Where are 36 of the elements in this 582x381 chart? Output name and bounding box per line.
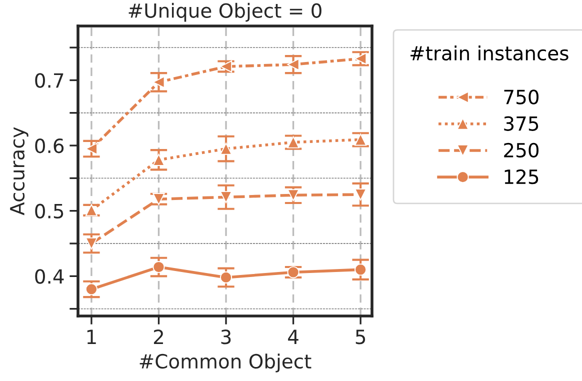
point xyxy=(152,193,165,206)
legend-label: 750 xyxy=(504,90,538,104)
y-tick-label: 0.5 xyxy=(35,204,64,219)
legend-title: #train instances xyxy=(410,45,568,61)
point xyxy=(287,136,300,148)
x-tick-label: 5 xyxy=(356,330,366,344)
point xyxy=(287,58,300,71)
point xyxy=(354,188,367,201)
point xyxy=(85,204,98,216)
point xyxy=(354,52,367,65)
legend-label: 250 xyxy=(504,142,538,158)
y-tick-label: 0.7 xyxy=(35,73,64,88)
point xyxy=(287,189,300,202)
point xyxy=(354,264,367,276)
point xyxy=(85,283,98,296)
point xyxy=(354,134,367,146)
y-axis-title: Accuracy xyxy=(10,127,28,216)
point xyxy=(220,142,232,155)
x-axis-title: #Common Object xyxy=(140,354,312,372)
y-tick-label: 0.4 xyxy=(35,269,64,284)
point xyxy=(220,60,232,73)
x-tick-label: 4 xyxy=(288,330,298,344)
point xyxy=(85,237,98,250)
chart-title: #Unique Object = 0 xyxy=(128,2,322,22)
x-tick-label: 2 xyxy=(154,330,163,344)
x-tick-label: 1 xyxy=(87,330,96,344)
legend-label: 125 xyxy=(504,169,538,184)
point xyxy=(152,76,165,88)
point xyxy=(287,266,300,278)
x-tick-label: 3 xyxy=(221,330,231,344)
legend-label: 375 xyxy=(504,116,538,131)
point xyxy=(220,271,232,284)
point xyxy=(152,154,165,166)
y-tick-label: 0.6 xyxy=(35,138,64,154)
point xyxy=(220,191,232,204)
point xyxy=(152,260,165,274)
